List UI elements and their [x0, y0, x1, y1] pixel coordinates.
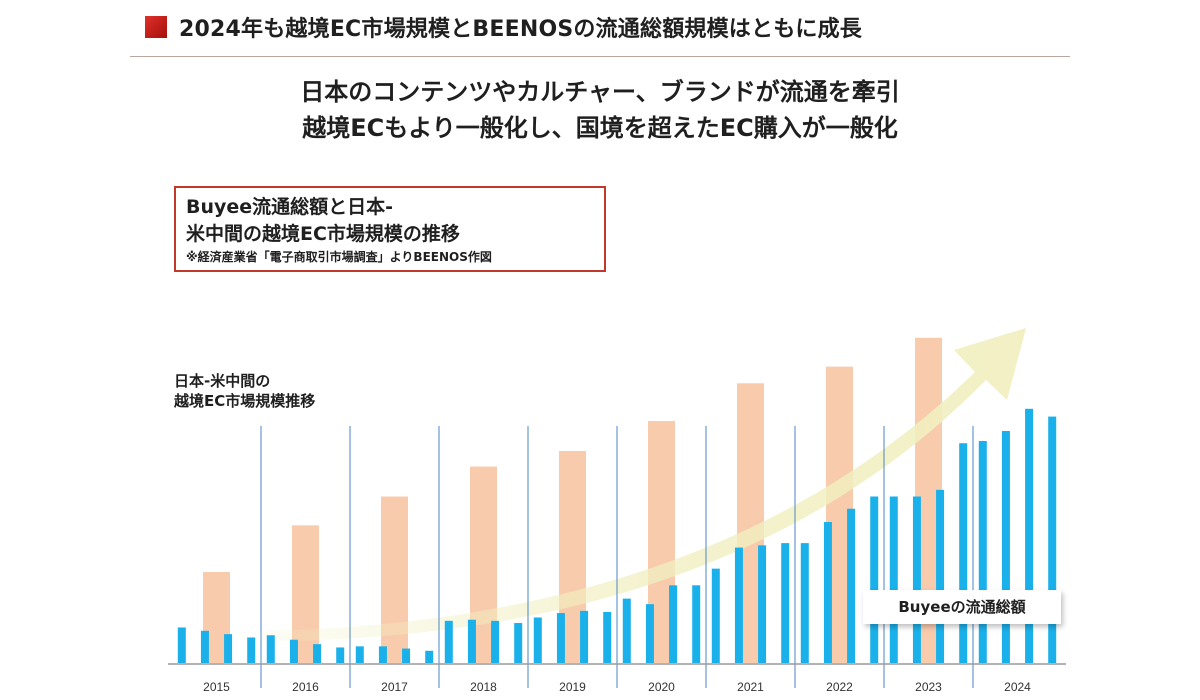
buyee-bar-2023-q4: [959, 443, 968, 663]
buyee-bar-2018-q3: [491, 620, 500, 663]
buyee-bar-2015-q1: [177, 627, 186, 663]
year-dividers-group: [260, 426, 974, 688]
buyee-bar-2015-q4: [247, 637, 256, 663]
buyee-bar-2022-q4: [870, 496, 879, 663]
buyee-bar-2021-q4: [781, 543, 790, 663]
title-divider: [130, 56, 1070, 57]
buyee-bar-2018-q1: [444, 620, 453, 663]
headline-line-2: 越境ECもより一般化し、国境を超えたEC購入が一般化: [302, 114, 898, 142]
buyee-bar-2015-q3: [224, 634, 233, 663]
slide-title-bar: 2024年も越境EC市場規模とBEENOSの流通総額規模はともに成長: [145, 10, 1075, 52]
x-tick-label: 2024: [1004, 680, 1031, 694]
buyee-bar-2016-q3: [313, 644, 322, 663]
buyee-bar-2021-q1: [711, 568, 720, 663]
buyee-bar-2023-q1: [889, 496, 898, 663]
buyee-bar-2024-q1: [978, 441, 987, 663]
buyee-bar-2020-q3: [669, 585, 678, 663]
buyee-bar-2021-q3: [758, 545, 767, 663]
buyee-bar-2017-q1: [355, 646, 364, 663]
buyee-bar-2024-q3: [1025, 408, 1034, 663]
title-marker-square: [145, 16, 167, 38]
market-bar-2017: [381, 496, 408, 663]
buyee-series-label: Buyeeの流通総額: [863, 590, 1061, 624]
x-tick-label: 2023: [915, 680, 942, 694]
buyee-bar-2017-q2: [378, 646, 387, 663]
caption-source-note: ※経済産業省「電子商取引市場調査」よりBEENOS作図: [186, 250, 492, 264]
buyee-bar-2017-q3: [402, 648, 411, 663]
x-tick-label: 2019: [559, 680, 586, 694]
buyee-bar-2020-q4: [692, 585, 701, 663]
buyee-bar-2019-q2: [556, 613, 565, 663]
buyee-bar-2021-q2: [734, 547, 743, 663]
x-tick-label: 2020: [648, 680, 675, 694]
chart-caption-box: Buyee流通総額と日本- 米中間の越境EC市場規模の推移 ※経済産業省「電子商…: [174, 186, 606, 272]
caption-line-2: 米中間の越境EC市場規模の推移: [186, 223, 460, 245]
slide-title: 2024年も越境EC市場規模とBEENOSの流通総額規模はともに成長: [179, 17, 862, 42]
buyee-bar-2020-q2: [645, 604, 654, 663]
buyee-bar-2022-q3: [847, 508, 856, 663]
buyee-bar-2020-q1: [622, 598, 631, 663]
x-tick-label: 2016: [292, 680, 319, 694]
buyee-bar-2015-q2: [200, 630, 209, 663]
buyee-bar-2024-q4: [1048, 416, 1057, 663]
x-tick-label: 2018: [470, 680, 497, 694]
x-tick-label: 2015: [203, 680, 230, 694]
buyee-bar-2016-q4: [336, 647, 345, 663]
buyee-bar-2024-q2: [1001, 431, 1010, 663]
headline-line-1: 日本のコンテンツやカルチャー、ブランドが流通を牽引: [300, 78, 900, 106]
buyee-bar-2018-q2: [467, 619, 476, 663]
buyee-bar-2019-q1: [533, 617, 542, 663]
buyee-bar-2022-q2: [823, 522, 832, 663]
buyee-bar-2019-q3: [580, 610, 589, 663]
buyee-bar-2023-q3: [936, 489, 945, 663]
market-series-label-line-2: 越境EC市場規模推移: [174, 392, 316, 410]
caption-line-1: Buyee流通総額と日本-: [186, 196, 394, 218]
buyee-bar-2022-q1: [800, 543, 809, 663]
growth-arrow-group: [262, 328, 1026, 641]
buyee-bar-2017-q4: [425, 650, 434, 663]
buyee-bar-2016-q2: [289, 639, 298, 663]
buyee-bar-2019-q4: [603, 611, 612, 663]
buyee-bar-2018-q4: [514, 623, 523, 663]
buyee-bar-2016-q1: [266, 635, 275, 663]
market-series-label-line-1: 日本-米中間の: [174, 372, 271, 390]
x-tick-label: 2021: [737, 680, 764, 694]
x-tick-labels-group: 2015 2016 2017 2018 2019 2020 2021 2022 2023 2024: [203, 680, 1031, 694]
x-tick-label: 2017: [381, 680, 408, 694]
buyee-bars-group: [177, 408, 1057, 663]
growth-arrow: [262, 328, 1026, 641]
x-tick-label: 2022: [826, 680, 853, 694]
buyee-bar-2023-q2: [912, 496, 921, 663]
